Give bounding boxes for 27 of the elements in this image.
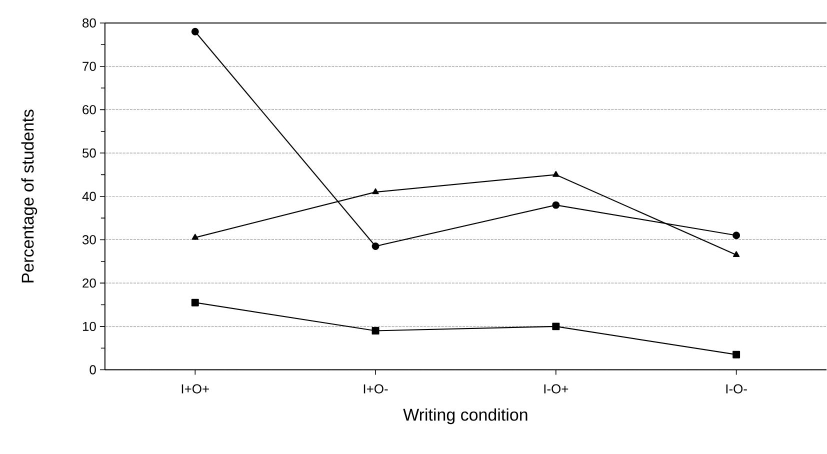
x-tick-label: I+O+ [182, 384, 209, 394]
point [732, 232, 740, 240]
y-tick-label: 0 [90, 365, 96, 375]
y-tick-label: 70 [82, 62, 96, 72]
y-tick-label: 20 [82, 278, 96, 288]
point [732, 351, 740, 358]
point [552, 322, 560, 330]
y-tick-label: 80 [82, 18, 96, 28]
point [552, 201, 560, 209]
y-tick-label: 10 [82, 322, 96, 332]
y-tick-label: 60 [82, 105, 96, 114]
y-tick-label: 30 [82, 235, 96, 244]
x-tick-label: I-O+ [544, 384, 568, 394]
x-tick-label: I+O- [364, 384, 388, 394]
point [372, 327, 380, 335]
y-tick-label: 40 [82, 192, 96, 202]
x-axis-title: Writing condition [403, 408, 528, 424]
point [192, 234, 198, 240]
y-axis-title: Percentage of students [21, 110, 38, 282]
point [733, 251, 740, 258]
point [372, 188, 379, 194]
point [372, 242, 380, 250]
y-tick-label: 50 [82, 148, 96, 158]
point [552, 171, 560, 177]
point [191, 298, 199, 306]
x-tick-label: I-O- [726, 384, 747, 394]
point [191, 28, 199, 36]
